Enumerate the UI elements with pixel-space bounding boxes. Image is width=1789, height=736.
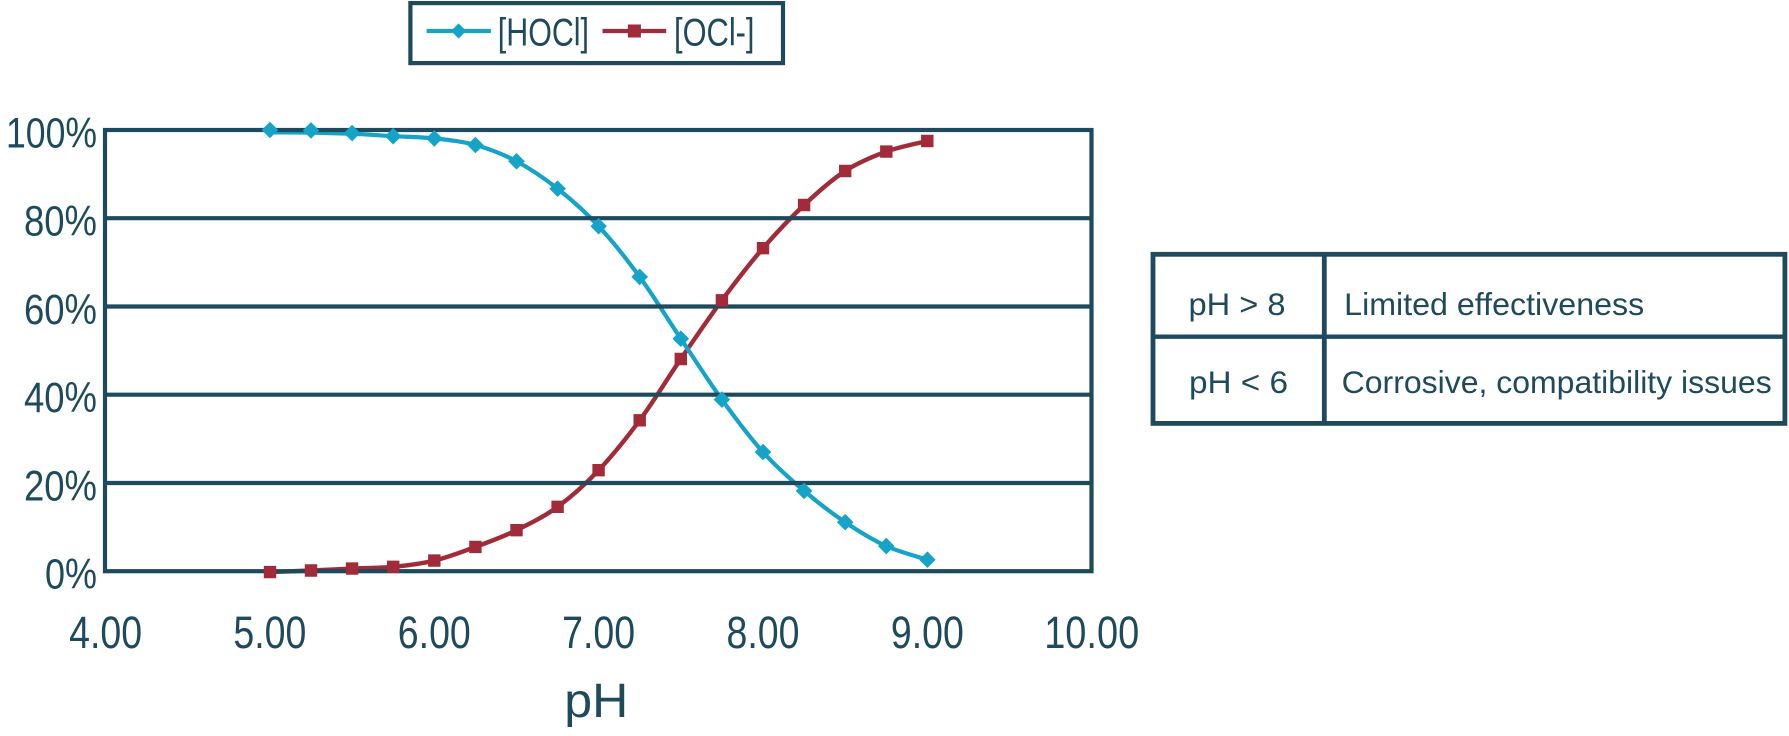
svg-text:Corrosive, compatibility issue: Corrosive, compatibility issues <box>1342 364 1772 400</box>
svg-text:[HOCl]: [HOCl] <box>498 12 589 55</box>
svg-text:[OCl-]: [OCl-] <box>674 12 755 55</box>
svg-text:20%: 20% <box>24 462 97 510</box>
svg-text:0%: 0% <box>45 551 97 599</box>
svg-text:100%: 100% <box>6 109 97 157</box>
svg-text:4.00: 4.00 <box>69 607 142 658</box>
svg-text:80%: 80% <box>24 198 97 246</box>
svg-text:pH > 8: pH > 8 <box>1189 286 1286 322</box>
svg-text:5.00: 5.00 <box>233 607 306 658</box>
svg-text:40%: 40% <box>24 374 97 422</box>
svg-text:Limited effectiveness: Limited effectiveness <box>1344 286 1644 322</box>
svg-text:6.00: 6.00 <box>398 607 471 658</box>
svg-text:pH: pH <box>564 675 628 728</box>
svg-text:9.00: 9.00 <box>891 607 964 658</box>
svg-text:8.00: 8.00 <box>727 607 800 658</box>
svg-text:10.00: 10.00 <box>1044 607 1139 658</box>
svg-text:7.00: 7.00 <box>562 607 635 658</box>
svg-text:pH < 6: pH < 6 <box>1189 364 1288 400</box>
svg-text:60%: 60% <box>24 286 97 334</box>
